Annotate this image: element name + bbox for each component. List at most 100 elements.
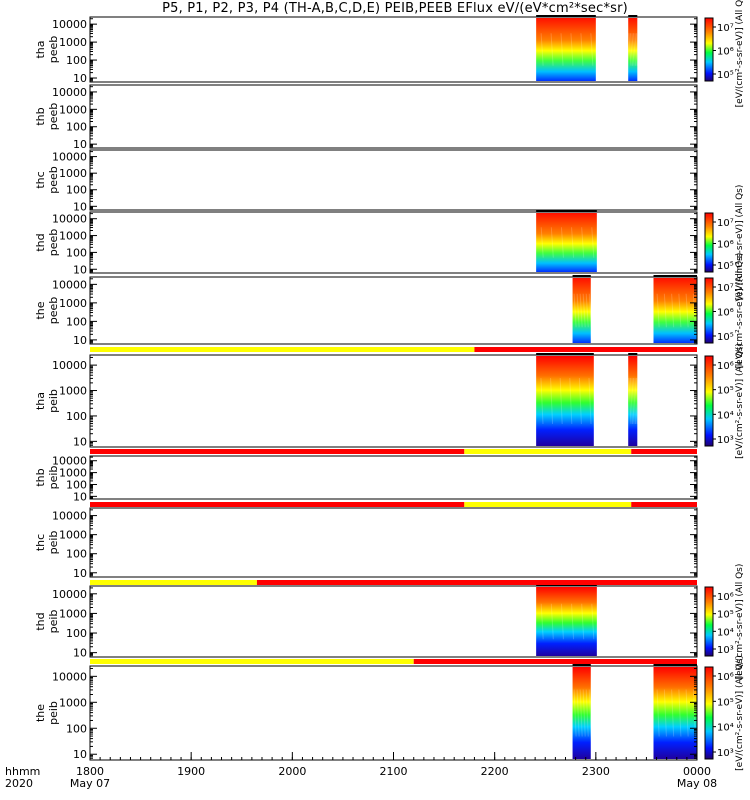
spectrogram-texture — [559, 377, 563, 425]
colorbar-tick-label: 10⁶ — [717, 672, 734, 683]
mode-bar-segment — [464, 502, 632, 507]
panel-frame — [89, 211, 698, 274]
spectrogram-texture — [582, 689, 586, 737]
spectrogram-texture — [633, 33, 637, 66]
x-corner-label: 2020 — [5, 777, 33, 790]
panel-frame — [89, 585, 698, 658]
spectrogram-texture — [571, 603, 575, 640]
data-flag-marker — [653, 664, 697, 666]
spectrogram-texture — [663, 293, 667, 328]
colorbar-tick-label: 10³ — [717, 435, 734, 446]
y-tick-label: 10000 — [52, 670, 87, 683]
y-tick-label: 100 — [66, 121, 87, 134]
x-tick-label: 2300 — [582, 765, 610, 778]
panel-product-label: peeb — [47, 229, 60, 257]
panel-frame — [89, 149, 698, 211]
spectrogram-texture — [629, 377, 633, 425]
panel-probe-label: the — [34, 301, 47, 319]
spectrogram-segment — [536, 356, 594, 446]
panel-frame — [89, 354, 698, 448]
colorbar-tick-label: 10⁴ — [717, 627, 734, 638]
mode-bar-segment — [90, 449, 465, 454]
spectrogram-segment — [536, 587, 597, 656]
spectrogram-texture — [634, 33, 638, 66]
spectrogram-texture — [656, 689, 660, 737]
mode-bar-segment — [413, 659, 697, 664]
y-tick-label: 1000 — [59, 385, 87, 398]
x-tick-label: 2000 — [278, 765, 306, 778]
colorbar-tick-label: 10⁵ — [717, 70, 734, 81]
spectrogram-texture — [573, 689, 577, 737]
spectrogram-texture — [633, 377, 637, 425]
spectrogram-texture — [570, 33, 574, 66]
y-tick-label: 10000 — [52, 359, 87, 372]
panel-product-label: peeb — [47, 103, 60, 131]
colorbar-tick-label: 10⁶ — [717, 47, 734, 58]
spectrogram-segment — [536, 18, 596, 81]
spectrogram-texture — [579, 293, 583, 328]
x-tick-label: 1800 — [76, 765, 104, 778]
panel-frame — [89, 665, 698, 761]
y-tick-label: 10 — [73, 490, 87, 503]
spectrogram-texture — [671, 689, 675, 737]
spectrogram-texture — [560, 227, 564, 258]
colorbar-tick-label: 10⁴ — [717, 723, 734, 734]
data-flag-marker — [653, 275, 697, 277]
y-tick-label: 100 — [66, 478, 87, 491]
y-tick-label: 10000 — [52, 151, 87, 164]
panel-frame — [89, 455, 698, 500]
spectrogram-texture — [588, 689, 592, 737]
spectrogram-texture — [685, 689, 689, 737]
x-tick-label: 1900 — [177, 765, 205, 778]
y-tick-label: 10 — [73, 435, 87, 448]
mode-bar-segment — [474, 347, 697, 352]
mode-bar-segment — [90, 580, 257, 585]
panel-product-label: peib — [47, 389, 60, 413]
y-tick-label: 10000 — [52, 86, 87, 99]
colorbar — [704, 586, 714, 657]
colorbar-title: [eV/(cm²-s-sr-eV)] (All Qs) — [735, 564, 745, 680]
y-tick-label: 10 — [73, 138, 87, 151]
y-tick-label: 1000 — [59, 167, 87, 180]
spectrogram-segment — [628, 18, 638, 81]
spectrogram-texture — [590, 33, 594, 66]
spectrogram-texture — [671, 293, 675, 328]
y-tick-label: 100 — [66, 184, 87, 197]
colorbar — [704, 17, 714, 82]
spectrogram-texture — [560, 33, 564, 66]
panel-product-label: peeb — [47, 36, 60, 64]
panel-product-label: peib — [47, 466, 60, 490]
spectrogram-texture — [540, 33, 544, 66]
y-tick-label: 1000 — [59, 36, 87, 49]
y-tick-label: 10000 — [52, 18, 87, 31]
spectrogram-texture — [663, 689, 667, 737]
x-date-label: May 07 — [70, 777, 110, 790]
y-tick-label: 1000 — [59, 103, 87, 116]
spectrogram-texture — [540, 603, 544, 640]
colorbar-tick-label: 10⁷ — [717, 23, 734, 34]
panel-frame — [89, 16, 698, 83]
y-tick-label: 1000 — [59, 607, 87, 620]
y-tick-label: 10 — [73, 72, 87, 85]
spectrogram-texture — [628, 33, 632, 66]
panel-probe-label: tha — [34, 392, 47, 410]
spectrogram-segment — [572, 278, 591, 343]
spectrogram-texture — [550, 227, 554, 258]
spectrogram-segment — [628, 356, 638, 446]
y-tick-label: 100 — [66, 722, 87, 735]
spectrogram-texture — [588, 377, 592, 425]
colorbar-tick-label: 10⁵ — [717, 261, 734, 272]
y-tick-label: 1000 — [59, 297, 87, 310]
y-tick-label: 10 — [73, 567, 87, 580]
spectrogram-texture — [631, 33, 635, 66]
y-tick-label: 10000 — [52, 455, 87, 468]
chart-title: P5, P1, P2, P3, P4 (TH-A,B,C,D,E) PEIB,P… — [162, 1, 628, 16]
colorbar-tick-label: 10³ — [717, 645, 734, 656]
spectrogram-texture — [560, 603, 564, 640]
x-corner-label: hhmm — [5, 765, 40, 778]
spectrogram-texture — [580, 33, 584, 66]
mode-bar-segment — [464, 449, 632, 454]
y-tick-label: 1000 — [59, 529, 87, 542]
panel-probe-label: thb — [34, 468, 47, 486]
